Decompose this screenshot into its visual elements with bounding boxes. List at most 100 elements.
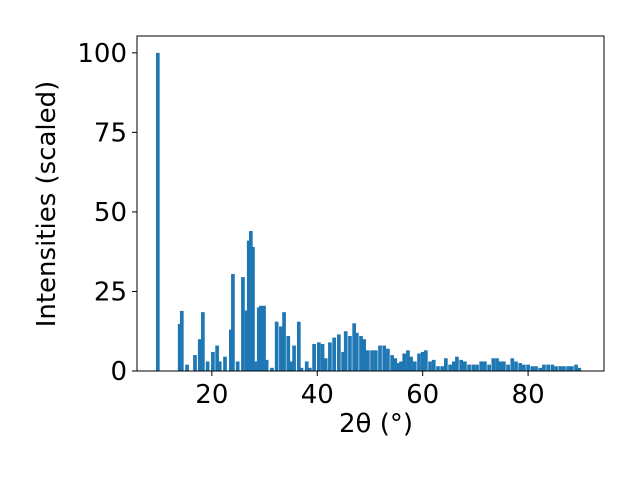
y-axis-label: Intensities (scaled): [32, 81, 62, 328]
bar: [370, 350, 374, 371]
bar: [514, 361, 518, 371]
bar: [495, 358, 499, 371]
bar: [282, 312, 286, 371]
bar: [534, 366, 538, 371]
bar: [246, 240, 251, 371]
bar: [428, 361, 432, 371]
bar: [440, 366, 445, 371]
y-tick-label: 0: [110, 357, 127, 387]
bar: [574, 364, 578, 371]
bar: [459, 359, 464, 371]
x-tick-label: 80: [512, 380, 545, 410]
plot-frame: [136, 35, 605, 372]
bar: [566, 366, 571, 371]
bar: [538, 367, 543, 371]
bar: [201, 312, 205, 371]
bar: [217, 361, 222, 371]
bar: [328, 342, 332, 371]
bar: [502, 361, 506, 371]
bar: [554, 366, 558, 371]
bar: [506, 364, 510, 371]
y-tick-label: 25: [94, 277, 127, 307]
x-axis-label: 2θ (°): [339, 409, 413, 439]
bar: [256, 307, 261, 371]
bar: [211, 351, 215, 371]
y-tick-label: 75: [94, 118, 127, 148]
bar: [423, 350, 428, 371]
bar: [487, 364, 491, 371]
bar: [393, 358, 398, 371]
bar: [249, 231, 253, 371]
bar: [522, 364, 526, 371]
bar: [231, 273, 235, 371]
x-tick-label: 40: [301, 380, 334, 410]
bar: [348, 336, 352, 371]
bar: [205, 361, 210, 371]
bar: [510, 358, 515, 371]
bar: [402, 353, 407, 371]
bar: [412, 361, 417, 371]
bar: [431, 359, 436, 371]
bar: [193, 355, 197, 371]
bar: [382, 345, 387, 371]
bar: [320, 343, 325, 371]
bar: [444, 358, 448, 371]
x-tick-label: 60: [406, 380, 439, 410]
bar: [378, 345, 382, 371]
bar: [359, 336, 363, 371]
bar: [436, 366, 440, 371]
bar: [362, 339, 367, 371]
bar: [562, 366, 566, 371]
bar: [197, 339, 202, 371]
y-tick-label: 100: [77, 39, 127, 69]
bar: [518, 363, 523, 371]
bar: [373, 350, 378, 371]
bar: [491, 358, 496, 371]
bar: [467, 364, 471, 371]
bar: [251, 246, 255, 371]
bar: [390, 355, 394, 371]
bar: [155, 52, 160, 371]
bar: [570, 366, 574, 371]
bar: [366, 350, 370, 371]
bar: [399, 361, 403, 371]
bar: [577, 367, 582, 371]
bar: [279, 326, 283, 371]
bar: [550, 364, 555, 371]
bar: [417, 353, 421, 371]
bar: [448, 364, 452, 371]
bar: [352, 323, 357, 371]
bar: [215, 345, 219, 371]
y-tick-label: 50: [94, 198, 127, 228]
bar: [354, 332, 359, 371]
bar: [341, 351, 345, 371]
bar: [463, 361, 467, 371]
bar: [185, 364, 189, 371]
bar: [223, 356, 227, 371]
bar: [451, 361, 456, 371]
bar: [286, 336, 291, 371]
bar: [304, 361, 309, 371]
bar: [296, 321, 301, 371]
bar: [317, 342, 321, 371]
bar: [343, 331, 348, 371]
bar: [409, 356, 413, 371]
bar: [479, 361, 484, 371]
bar: [177, 323, 182, 371]
bar: [274, 321, 279, 371]
bar: [308, 367, 312, 371]
bar: [386, 348, 390, 371]
bar: [289, 361, 293, 371]
bar: [530, 366, 535, 371]
bar: [312, 343, 316, 371]
bar: [546, 364, 550, 371]
bar: [244, 310, 249, 371]
bar: [264, 359, 269, 371]
bar: [270, 367, 274, 371]
x-tick-label: 20: [195, 380, 228, 410]
bar: [498, 361, 503, 371]
bar: [420, 351, 425, 371]
bar: [483, 361, 487, 371]
bar: [337, 334, 341, 371]
